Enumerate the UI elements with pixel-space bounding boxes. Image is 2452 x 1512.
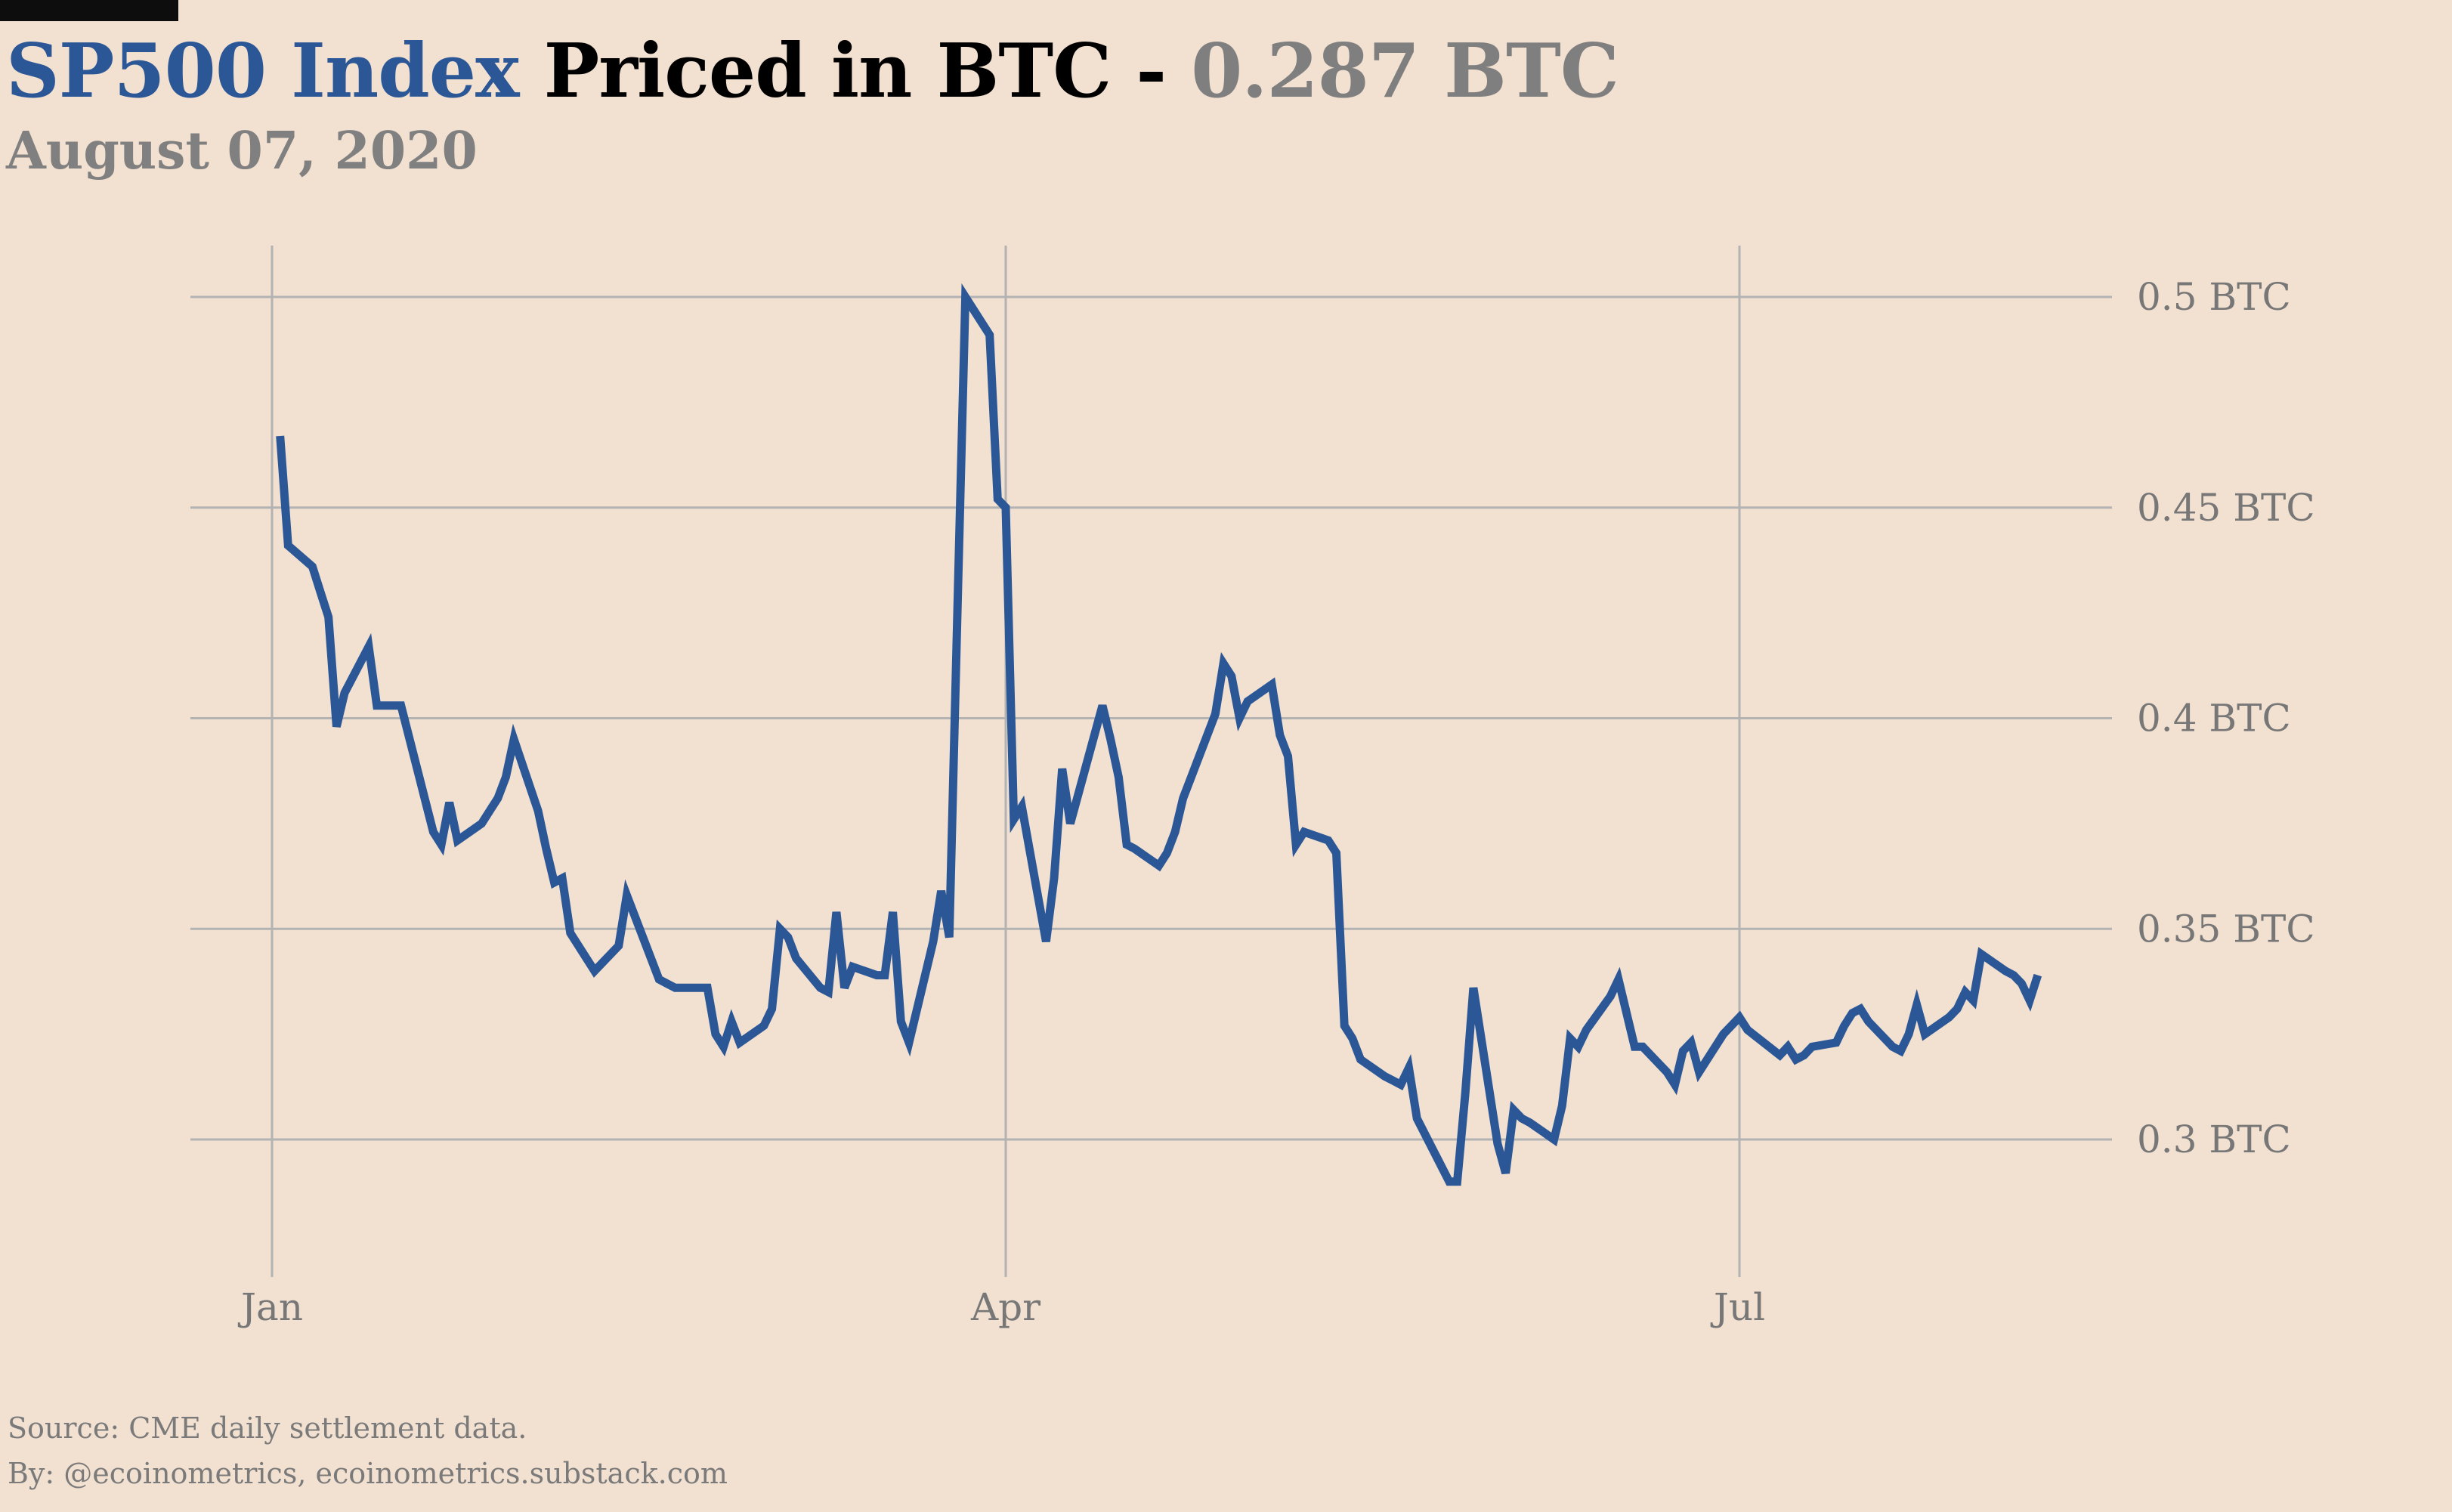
series-layer bbox=[276, 283, 2042, 1186]
tick-labels: 0.3 BTC 0.35 BTC 0.4 BTC 0.45 BTC 0.5 BTC Jan… bbox=[237, 275, 2315, 1329]
x-tick-label: Jul bbox=[1710, 1285, 1765, 1329]
title-main: Priced in BTC - bbox=[518, 28, 1192, 115]
title-accent: SP500 Index bbox=[6, 28, 520, 115]
y-tick-label: 0.4 BTC bbox=[2137, 697, 2291, 741]
chart-title: SP500 Index Priced in BTC - 0.287 BTC bbox=[6, 23, 1619, 121]
y-tick-label: 0.3 BTC bbox=[2137, 1118, 2291, 1161]
grid-lines bbox=[190, 246, 2112, 1277]
title-value: 0.287 BTC bbox=[1191, 28, 1619, 115]
x-tick-label: Jan bbox=[237, 1285, 303, 1329]
byline-note: By: @ecoinometrics, ecoinometrics.substa… bbox=[8, 1457, 728, 1490]
y-tick-label: 0.35 BTC bbox=[2137, 907, 2315, 951]
y-tick-label: 0.45 BTC bbox=[2137, 486, 2315, 530]
corner-accent-bar bbox=[0, 0, 178, 21]
x-tick-label: Apr bbox=[970, 1285, 1040, 1329]
source-note: Source: CME daily settlement data. bbox=[8, 1412, 527, 1445]
chart-subtitle: August 07, 2020 bbox=[6, 121, 478, 181]
series-line bbox=[276, 283, 2042, 1186]
y-tick-label: 0.5 BTC bbox=[2137, 275, 2291, 319]
